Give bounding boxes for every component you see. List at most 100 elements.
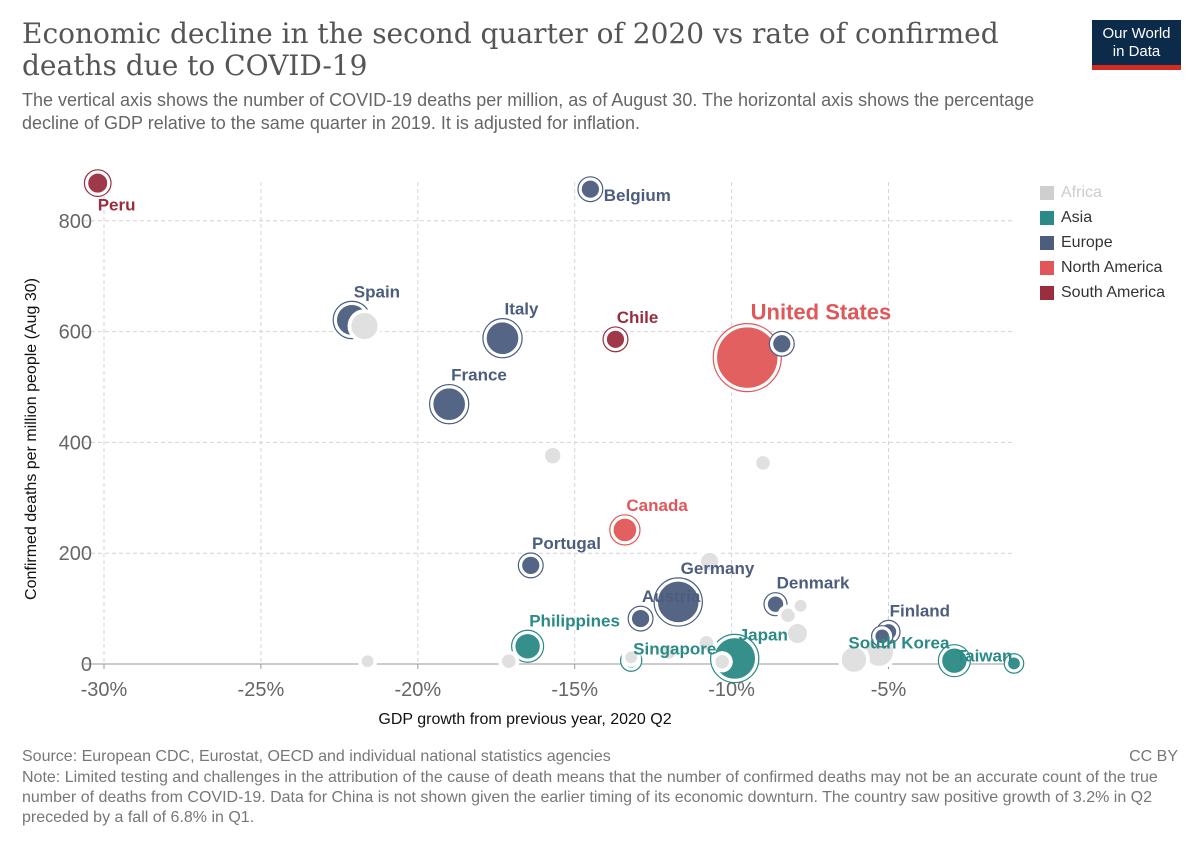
point-unlabeled[interactable] — [711, 651, 733, 673]
point-marker — [624, 650, 638, 664]
point-label: United States — [751, 300, 892, 325]
point-marker — [780, 607, 796, 623]
owid-logo[interactable]: Our World in Data — [1092, 20, 1181, 70]
point-unlabeled[interactable] — [871, 625, 894, 648]
y-tick-label: 600 — [59, 322, 92, 344]
point-labels: United States Germany Japan Italy France Spai… — [98, 186, 1013, 665]
license-label[interactable]: CC BY — [1129, 748, 1178, 765]
point-marker — [755, 455, 771, 471]
legend-label: Europe — [1061, 233, 1113, 251]
point-marker — [87, 173, 108, 194]
point-unlabeled[interactable] — [790, 596, 811, 616]
point-marker — [794, 599, 808, 613]
point-philippines[interactable] — [511, 629, 545, 663]
logo-text-line1: Our World — [1102, 25, 1171, 42]
point-marker — [661, 644, 677, 660]
scatter-plot: -30% -25% -20% -15% -10% -5% 0 200 400 600 800 Un… — [23, 169, 1025, 728]
point-marker — [657, 581, 700, 623]
point-label: Chile — [617, 308, 659, 327]
grid-lines — [84, 182, 1014, 669]
point-marker — [699, 635, 714, 651]
point-unlabeled[interactable] — [541, 444, 565, 468]
legend-label: Asia — [1061, 208, 1093, 226]
point-label: Spain — [354, 282, 400, 301]
point-marker — [544, 447, 562, 464]
point-unlabeled[interactable] — [784, 620, 811, 647]
point-marker — [714, 654, 730, 670]
point-label: Philippines — [529, 611, 620, 630]
point-label: Denmark — [777, 574, 850, 593]
point-marker — [606, 330, 625, 349]
legend-item-south-america[interactable]: South America — [1040, 280, 1165, 305]
legend-item-europe[interactable]: Europe — [1040, 230, 1165, 255]
point-marker — [941, 647, 968, 674]
point-marker — [350, 312, 379, 340]
legend-label: North America — [1061, 258, 1163, 276]
point-canada[interactable] — [609, 514, 641, 546]
point-marker — [361, 654, 375, 668]
x-axis-ticks: -30% -25% -20% -15% -10% -5% — [81, 679, 907, 701]
data-points — [83, 169, 1025, 684]
point-unlabeled[interactable] — [347, 309, 382, 343]
point-label: Italy — [504, 300, 539, 319]
point-label: France — [451, 366, 507, 385]
legend-label: South America — [1061, 283, 1166, 301]
y-axis-label: Confirmed deaths per million people (Aug… — [23, 278, 40, 600]
point-label: Singapore — [633, 640, 716, 659]
point-unlabeled[interactable] — [357, 651, 378, 671]
point-label: Portugal — [532, 534, 601, 553]
legend-item-asia[interactable]: Asia — [1040, 205, 1165, 230]
point-united-states[interactable] — [712, 323, 782, 393]
point-unlabeled[interactable] — [697, 549, 723, 574]
point-unlabeled[interactable] — [621, 647, 641, 668]
point-marker — [501, 653, 517, 669]
point-label: Canada — [626, 496, 688, 515]
footnote: Note: Limited testing and challenges in … — [22, 769, 1158, 826]
point-marker — [521, 556, 540, 575]
source-note: Source: European CDC, Eurostat, OECD and… — [22, 748, 611, 765]
legend-item-africa[interactable]: Africa — [1040, 180, 1165, 205]
point-unlabeled[interactable] — [498, 650, 520, 672]
point-austria[interactable] — [627, 605, 654, 632]
point-label: Belgium — [604, 186, 671, 205]
point-unlabeled[interactable] — [837, 643, 870, 676]
point-marker — [486, 321, 519, 355]
point-portugal[interactable] — [517, 552, 544, 579]
point-label: Finland — [890, 601, 950, 620]
point-marker — [432, 387, 466, 421]
legend-swatch — [1040, 235, 1054, 250]
point-label: Germany — [681, 559, 755, 578]
point-peru[interactable] — [83, 169, 112, 198]
point-marker — [787, 623, 808, 644]
point-marker — [1007, 656, 1021, 670]
point-unlabeled[interactable] — [768, 330, 795, 357]
point-label: Austria — [642, 587, 701, 606]
chart-legend: Africa Asia Europe North America South Ameri… — [1040, 180, 1165, 305]
legend-item-north-america[interactable]: North America — [1040, 255, 1165, 280]
x-tick-label: -5% — [871, 679, 907, 701]
y-tick-label: 800 — [59, 211, 92, 233]
point-marker — [841, 646, 867, 673]
legend-label: Africa — [1061, 183, 1102, 201]
point-label: Taiwan — [956, 646, 1012, 665]
y-axis-ticks: 0 200 400 600 800 — [59, 211, 92, 676]
point-south-korea[interactable] — [937, 644, 971, 678]
point-label: Japan — [739, 625, 788, 644]
x-axis-label: GDP growth from previous year, 2020 Q2 — [378, 711, 671, 728]
x-tick-label: -30% — [81, 679, 128, 701]
logo-text-line2: in Data — [1112, 43, 1161, 60]
point-italy[interactable] — [482, 318, 523, 359]
point-marker — [700, 552, 719, 571]
point-chile[interactable] — [602, 326, 629, 353]
point-unlabeled[interactable] — [658, 641, 680, 663]
point-germany[interactable] — [653, 577, 703, 627]
y-tick-label: 0 — [81, 654, 92, 676]
point-unlabeled[interactable] — [752, 452, 774, 474]
point-belgium[interactable] — [577, 176, 604, 203]
point-taiwan[interactable] — [1003, 653, 1025, 674]
point-label: Peru — [98, 195, 136, 214]
chart-title: Economic decline in the second quarter o… — [22, 17, 999, 82]
point-france[interactable] — [428, 383, 470, 425]
point-unlabeled[interactable] — [695, 632, 718, 654]
point-marker — [631, 609, 650, 628]
